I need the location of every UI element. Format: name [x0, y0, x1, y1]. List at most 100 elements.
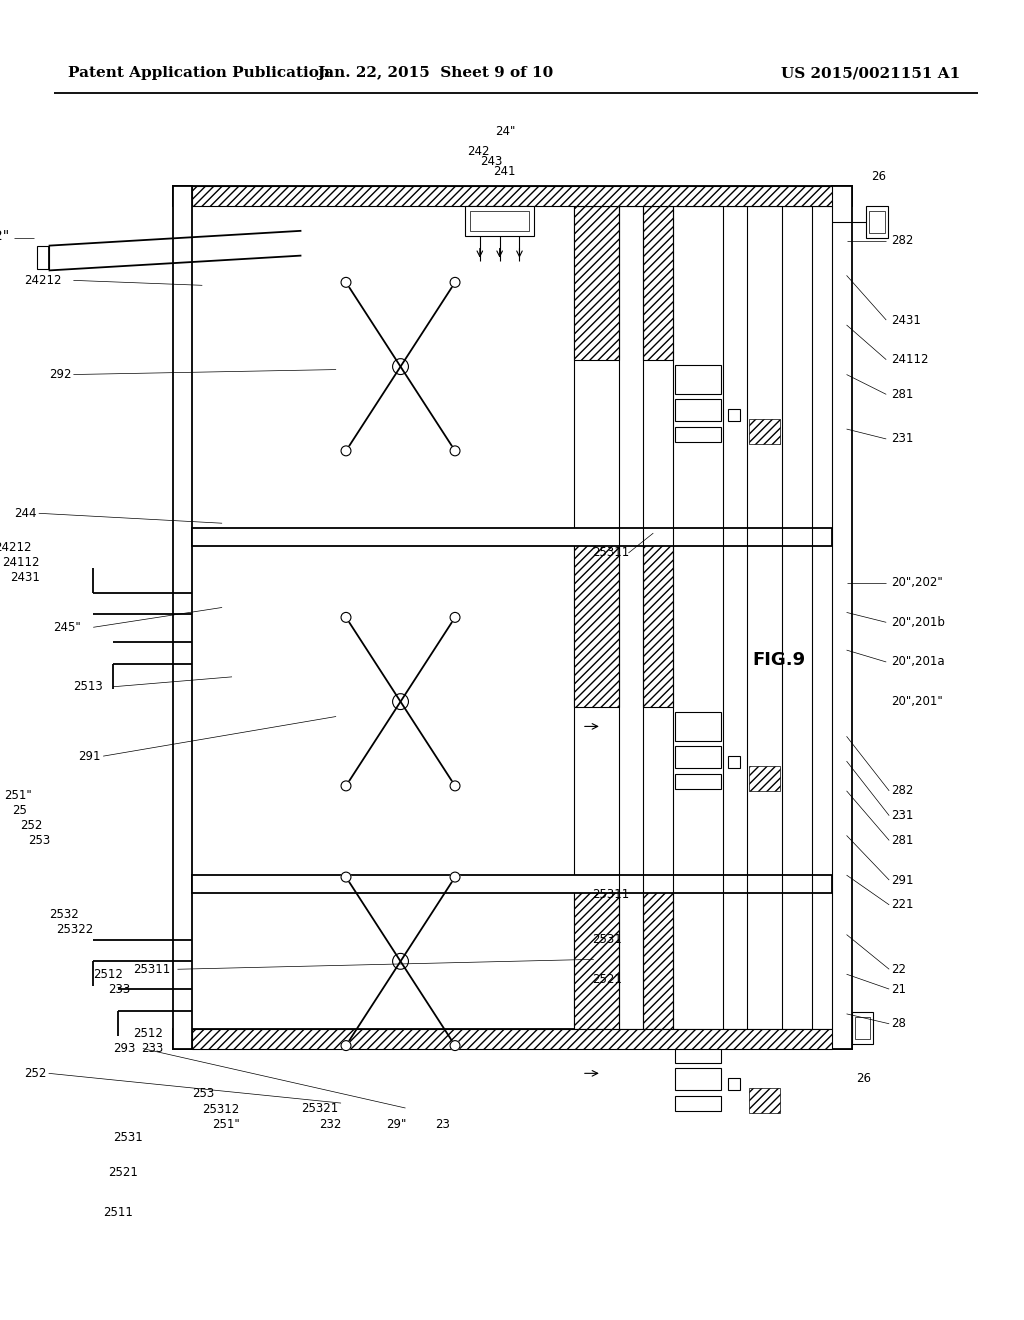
Circle shape: [341, 277, 351, 288]
Text: Jan. 22, 2015  Sheet 9 of 10: Jan. 22, 2015 Sheet 9 of 10: [317, 66, 553, 81]
Text: 242: 242: [467, 145, 489, 158]
Text: 241: 241: [493, 165, 515, 178]
Bar: [675, 711, 721, 742]
Bar: [574, 206, 831, 1028]
Circle shape: [341, 1040, 351, 1051]
Text: 281: 281: [891, 834, 913, 847]
Text: 25312: 25312: [203, 1102, 240, 1115]
Text: 20",201b: 20",201b: [891, 616, 945, 628]
Text: 253: 253: [28, 834, 50, 847]
Text: 28: 28: [891, 1018, 906, 1031]
Bar: [193, 528, 831, 546]
Text: 281: 281: [891, 388, 913, 401]
Text: 2431: 2431: [891, 314, 921, 326]
Text: 2513: 2513: [74, 680, 103, 693]
Bar: [750, 420, 780, 444]
Text: 20",201": 20",201": [891, 696, 943, 708]
Circle shape: [341, 612, 351, 622]
Bar: [172, 186, 193, 1048]
Text: 24112: 24112: [2, 556, 40, 569]
Bar: [574, 875, 618, 1028]
Circle shape: [451, 612, 460, 622]
Bar: [866, 206, 888, 238]
Text: 233: 233: [109, 982, 130, 995]
Text: 29": 29": [386, 1118, 407, 1131]
Text: 21: 21: [891, 982, 906, 995]
Text: 24": 24": [495, 125, 515, 139]
Bar: [831, 186, 852, 1048]
Text: 20",202": 20",202": [891, 577, 943, 589]
Text: 26: 26: [871, 170, 887, 182]
Text: 252: 252: [24, 1067, 46, 1080]
Text: 233: 233: [141, 1041, 163, 1055]
Text: 244: 244: [14, 507, 37, 520]
Text: 252: 252: [19, 818, 42, 832]
Bar: [854, 1016, 870, 1039]
Text: 251": 251": [4, 789, 32, 803]
Bar: [675, 1096, 721, 1111]
Bar: [193, 186, 831, 206]
Circle shape: [341, 446, 351, 455]
Bar: [852, 1012, 873, 1044]
Text: 251": 251": [212, 1118, 240, 1131]
Text: US 2015/0021151 A1: US 2015/0021151 A1: [781, 66, 961, 81]
Text: 23: 23: [435, 1118, 451, 1131]
Text: 232: 232: [319, 1118, 342, 1131]
Text: 25322: 25322: [56, 923, 94, 936]
Bar: [643, 533, 673, 706]
Bar: [172, 1028, 852, 1048]
Bar: [574, 206, 618, 359]
Text: 293: 293: [113, 1041, 135, 1055]
Text: 253: 253: [193, 1086, 215, 1100]
Text: 221: 221: [891, 899, 913, 911]
Bar: [193, 875, 831, 892]
Circle shape: [451, 873, 460, 882]
Text: 22: 22: [891, 962, 906, 975]
Text: 24212: 24212: [24, 273, 61, 286]
Bar: [193, 1028, 831, 1048]
Text: 243: 243: [480, 154, 502, 168]
Circle shape: [341, 781, 351, 791]
Text: 25311: 25311: [133, 962, 170, 975]
Bar: [465, 206, 535, 236]
Text: 25311: 25311: [592, 546, 629, 560]
Text: 2431: 2431: [10, 572, 40, 585]
Text: Patent Application Publication: Patent Application Publication: [69, 66, 331, 81]
Text: 25321: 25321: [301, 1101, 339, 1114]
Text: 2531: 2531: [592, 933, 622, 946]
Circle shape: [451, 781, 460, 791]
Bar: [675, 1068, 721, 1090]
Text: 24212: 24212: [0, 541, 32, 554]
Text: 2511: 2511: [103, 1205, 133, 1218]
Text: 25311: 25311: [592, 888, 629, 902]
Bar: [750, 766, 780, 791]
Bar: [728, 409, 739, 421]
Bar: [728, 1078, 739, 1090]
Bar: [675, 774, 721, 789]
Text: 245": 245": [53, 620, 81, 634]
Bar: [37, 246, 48, 269]
Bar: [643, 875, 673, 1028]
Text: 2512: 2512: [93, 968, 123, 981]
Bar: [643, 206, 673, 359]
Text: 2532: 2532: [48, 908, 79, 921]
Bar: [675, 400, 721, 421]
Text: 292: 292: [48, 368, 71, 381]
Bar: [869, 211, 885, 232]
Text: 2512: 2512: [133, 1027, 163, 1040]
Bar: [470, 211, 529, 231]
Bar: [675, 746, 721, 768]
Bar: [675, 364, 721, 395]
Text: FIG.9: FIG.9: [753, 651, 806, 669]
Bar: [728, 756, 739, 768]
Bar: [172, 186, 852, 206]
Text: 282: 282: [891, 234, 913, 247]
Circle shape: [451, 1040, 460, 1051]
Bar: [675, 1034, 721, 1064]
Text: 2521: 2521: [592, 973, 622, 986]
Text: 231: 231: [891, 433, 913, 445]
Text: 2": 2": [0, 228, 9, 243]
Bar: [750, 1088, 780, 1113]
Text: 25: 25: [12, 804, 27, 817]
Bar: [574, 533, 618, 706]
